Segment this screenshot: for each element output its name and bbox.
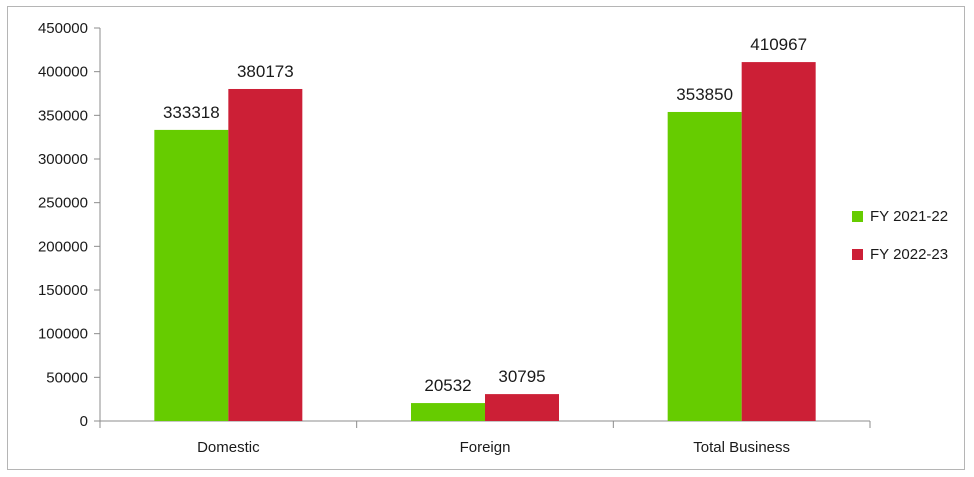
- y-tick-label: 200000: [38, 238, 88, 255]
- data-label: 20532: [424, 376, 471, 395]
- y-tick-label: 400000: [38, 64, 88, 81]
- bar: [228, 88, 303, 422]
- legend-swatch: [852, 211, 863, 222]
- y-tick-label: 450000: [38, 20, 88, 37]
- legend-label: FY 2022-23: [870, 246, 948, 263]
- bar: [411, 403, 485, 421]
- data-label: 380173: [237, 62, 294, 81]
- y-tick-label: 100000: [38, 326, 88, 343]
- y-tick-label: 350000: [38, 107, 88, 124]
- x-category-label: Foreign: [460, 439, 511, 456]
- data-label: 353850: [676, 85, 733, 104]
- data-label: 410967: [750, 35, 807, 54]
- x-category-label: Domestic: [197, 439, 260, 456]
- bars: 333318 380173 20532 30795 353850 410967: [154, 35, 816, 422]
- legend-label: FY 2021-22: [870, 208, 948, 225]
- y-tick-label: 50000: [46, 369, 88, 386]
- y-tick-label: 0: [80, 413, 88, 430]
- data-label: 30795: [498, 367, 545, 386]
- legend-swatch: [852, 249, 863, 260]
- bar: [154, 129, 229, 421]
- bar: [667, 111, 742, 421]
- y-tick-label: 300000: [38, 151, 88, 168]
- data-label: 333318: [163, 103, 220, 122]
- bar: [485, 394, 559, 421]
- y-tick-label: 250000: [38, 195, 88, 212]
- axes: 0 50000 100000 150000 200000 250000 300000 3500…: [38, 20, 871, 456]
- bar: [741, 62, 816, 422]
- legend: FY 2021-22 FY 2022-23: [852, 208, 948, 263]
- x-category-label: Total Business: [693, 439, 790, 456]
- y-tick-label: 150000: [38, 282, 88, 299]
